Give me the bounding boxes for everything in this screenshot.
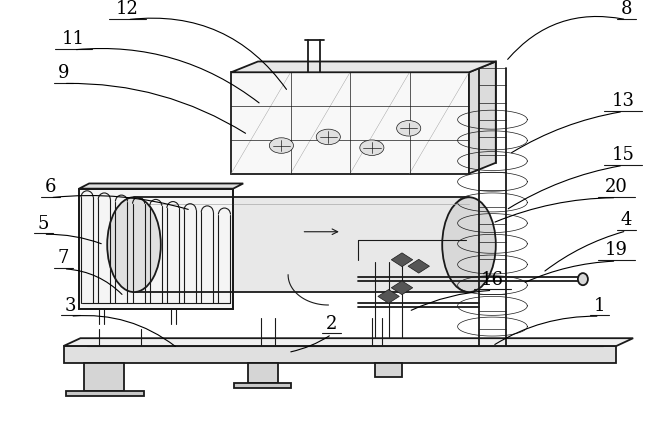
Text: 1: 1 bbox=[594, 296, 606, 314]
Text: 11: 11 bbox=[62, 30, 85, 48]
Circle shape bbox=[360, 141, 384, 156]
Text: 19: 19 bbox=[605, 241, 628, 259]
Polygon shape bbox=[391, 253, 413, 267]
Text: 20: 20 bbox=[605, 178, 628, 196]
Text: 3: 3 bbox=[64, 296, 76, 314]
Text: 6: 6 bbox=[44, 178, 56, 196]
Polygon shape bbox=[231, 62, 496, 73]
Polygon shape bbox=[64, 346, 616, 363]
Text: 8: 8 bbox=[620, 0, 632, 18]
Polygon shape bbox=[375, 363, 402, 378]
Text: 5: 5 bbox=[38, 214, 49, 232]
Polygon shape bbox=[234, 383, 291, 388]
Polygon shape bbox=[79, 189, 233, 310]
Ellipse shape bbox=[578, 273, 588, 286]
Ellipse shape bbox=[107, 198, 161, 292]
Polygon shape bbox=[84, 363, 124, 391]
Ellipse shape bbox=[442, 198, 496, 292]
Text: 7: 7 bbox=[58, 249, 69, 267]
Text: 2: 2 bbox=[326, 314, 337, 332]
Text: 13: 13 bbox=[612, 92, 634, 110]
Polygon shape bbox=[391, 281, 413, 295]
Text: 16: 16 bbox=[481, 270, 504, 288]
Circle shape bbox=[269, 138, 293, 154]
Polygon shape bbox=[378, 290, 399, 304]
Text: 4: 4 bbox=[621, 211, 632, 229]
Polygon shape bbox=[79, 184, 243, 189]
Polygon shape bbox=[258, 62, 496, 163]
Text: 9: 9 bbox=[58, 64, 70, 82]
Circle shape bbox=[397, 121, 421, 137]
Circle shape bbox=[316, 130, 340, 145]
Polygon shape bbox=[134, 198, 469, 292]
Polygon shape bbox=[231, 73, 469, 174]
Text: 15: 15 bbox=[612, 145, 634, 163]
Polygon shape bbox=[469, 62, 496, 174]
Polygon shape bbox=[408, 260, 429, 273]
Polygon shape bbox=[248, 363, 278, 383]
Polygon shape bbox=[64, 338, 633, 346]
Text: 12: 12 bbox=[116, 0, 139, 18]
Polygon shape bbox=[66, 391, 144, 396]
